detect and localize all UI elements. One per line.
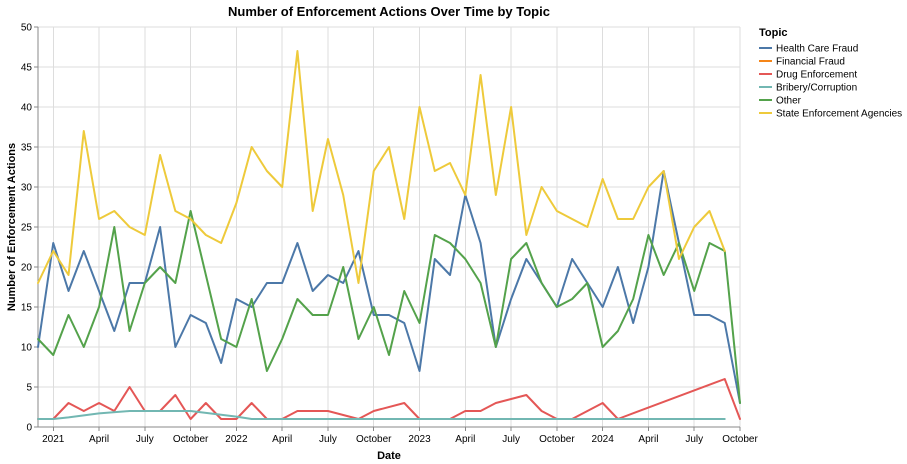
x-axis-title: Date xyxy=(377,450,401,462)
y-tick-label: 15 xyxy=(21,303,33,314)
y-tick-label: 30 xyxy=(21,183,33,194)
y-tick-label: 35 xyxy=(21,143,33,154)
legend-item-bribery-corruption: Bribery/Corruption xyxy=(759,83,857,94)
legend-label: Drug Enforcement xyxy=(776,70,857,81)
x-tick-label: July xyxy=(319,434,337,445)
series-line-state-enforcement-agencies xyxy=(37,50,726,284)
series-line-other xyxy=(37,210,741,404)
x-tick-label: October xyxy=(356,434,392,445)
y-tick-label: 40 xyxy=(21,103,33,114)
legend-item-drug-enforcement: Drug Enforcement xyxy=(759,70,857,81)
x-tick-label: April xyxy=(272,434,292,445)
legend-item-health-care-fraud: Health Care Fraud xyxy=(759,44,858,55)
x-tick-label: April xyxy=(455,434,475,445)
legend: Topic Health Care Fraud Financial Fraud Dr… xyxy=(759,27,902,120)
y-tick-label: 0 xyxy=(26,423,32,434)
x-tick-label: July xyxy=(502,434,520,445)
series-lines xyxy=(37,50,741,420)
legend-label: Bribery/Corruption xyxy=(776,83,857,94)
y-tick-label: 5 xyxy=(26,383,32,394)
y-axis-title: Number of Enforcement Actions xyxy=(6,143,18,311)
x-tick-label: July xyxy=(685,434,703,445)
legend-item-financial-fraud: Financial Fraud xyxy=(759,57,845,68)
y-tick-label: 50 xyxy=(21,23,33,34)
axes: 0 5 10 15 20 25 30 35 40 45 50 2021 April July October… xyxy=(21,23,759,446)
legend-item-state-enforcement-agencies: State Enforcement Agencies xyxy=(759,109,902,120)
series-line-drug-enforcement xyxy=(37,378,741,420)
y-tick-label: 10 xyxy=(21,343,33,354)
legend-title: Topic xyxy=(759,27,788,39)
legend-label: Financial Fraud xyxy=(776,57,845,68)
x-tick-label: 2024 xyxy=(592,434,615,445)
legend-label: State Enforcement Agencies xyxy=(776,109,902,120)
chart-title: Number of Enforcement Actions Over Time … xyxy=(228,4,550,19)
gridlines xyxy=(38,26,741,428)
x-tick-label: October xyxy=(173,434,209,445)
y-tick-label: 20 xyxy=(21,263,33,274)
series-line-health-care-fraud xyxy=(37,170,741,404)
legend-label: Other xyxy=(776,96,802,107)
x-tick-label: April xyxy=(89,434,109,445)
x-tick-label: April xyxy=(638,434,658,445)
series-line-bribery-corruption xyxy=(37,410,726,420)
x-tick-label: October xyxy=(539,434,575,445)
x-tick-label: 2021 xyxy=(42,434,65,445)
y-tick-label: 45 xyxy=(21,63,33,74)
legend-label: Health Care Fraud xyxy=(776,44,858,55)
x-tick-label: July xyxy=(136,434,154,445)
x-tick-label: 2023 xyxy=(408,434,431,445)
x-tick-label: October xyxy=(722,434,758,445)
legend-item-other: Other xyxy=(759,96,802,107)
x-tick-label: 2022 xyxy=(225,434,248,445)
y-tick-label: 25 xyxy=(21,223,33,234)
